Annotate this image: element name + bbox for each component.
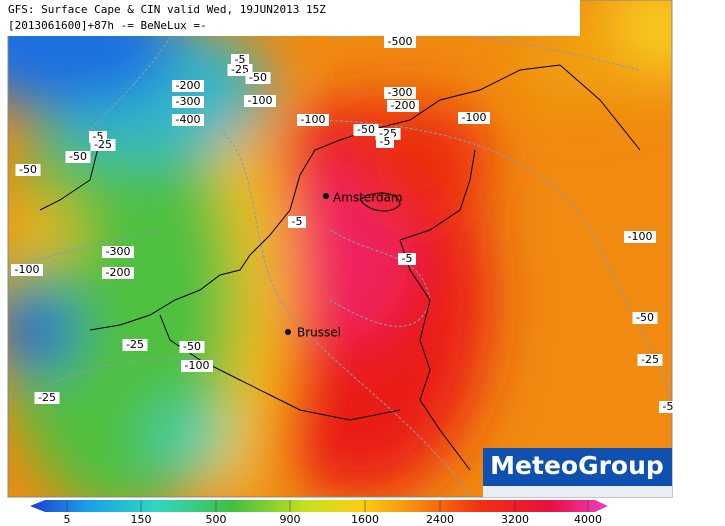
logo-stripe <box>483 486 672 497</box>
contour-label: -100 <box>628 230 653 243</box>
contour-label-box <box>34 392 60 404</box>
contour-label: -200 <box>106 266 131 279</box>
contour-label-box <box>65 151 91 163</box>
contour-label: -5 <box>292 215 303 228</box>
contour-label-box <box>376 136 394 148</box>
contour-label: -200 <box>391 99 416 112</box>
contour-label: -5 <box>402 252 413 265</box>
contour-label-box <box>387 100 419 112</box>
contour-label-box <box>90 139 116 151</box>
contour-label: -100 <box>301 113 326 126</box>
contour-label: -100 <box>185 359 210 372</box>
contour-label-box <box>172 96 204 108</box>
contour-label-box <box>102 267 134 279</box>
contour-label: -100 <box>462 111 487 124</box>
contour-label: -200 <box>176 79 201 92</box>
contour-label: -5 <box>93 130 104 143</box>
contour-label-box <box>632 312 658 324</box>
contour-label: -50 <box>636 311 654 324</box>
contour-label: -300 <box>388 86 413 99</box>
contour-label: -400 <box>176 113 201 126</box>
contour-label: -50 <box>69 150 87 163</box>
city-dot <box>323 193 329 199</box>
city-label: Brussel <box>297 326 341 340</box>
contour-label: -100 <box>15 263 40 276</box>
colorbar-tick-label: 4000 <box>574 513 602 526</box>
contour-label-box <box>458 112 490 124</box>
contour-label: -300 <box>176 95 201 108</box>
colorbar-tick-label: 5 <box>64 513 71 526</box>
contour-label-box <box>659 401 677 413</box>
contour-label: -25 <box>641 353 659 366</box>
city-dot <box>285 329 291 335</box>
contour-label-box <box>122 339 148 351</box>
contour-label: -50 <box>19 163 37 176</box>
contour-label: -5 <box>380 135 391 148</box>
header-box <box>0 0 580 36</box>
contour-label-box <box>384 36 416 48</box>
contour-label-box <box>297 114 329 126</box>
contour-label-box <box>384 87 416 99</box>
colorbar <box>30 500 608 512</box>
contour-label-box <box>179 341 205 353</box>
contour-label-box <box>245 72 271 84</box>
colorbar-tick-label: 500 <box>206 513 227 526</box>
contour-label: -25 <box>38 391 56 404</box>
contour-label: -25 <box>126 338 144 351</box>
header-line: [2013061600]+87h -= BeNeLux =- <box>8 19 207 32</box>
contour-label-box <box>244 95 276 107</box>
contour-label-box <box>15 164 41 176</box>
contour-label-box <box>181 360 213 372</box>
contour-label: -50 <box>183 340 201 353</box>
contour-label-box <box>102 246 134 258</box>
map-frame <box>7 0 673 498</box>
contour-label-box <box>637 354 663 366</box>
contour-label-box <box>288 216 306 228</box>
contour-label-box <box>624 231 656 243</box>
logo-text: MeteoGroup <box>490 451 664 480</box>
contour-label: -25 <box>94 138 112 151</box>
city-label: Amsterdam <box>333 191 403 205</box>
contour-label-box <box>398 253 416 265</box>
contour-label: -5 <box>235 53 246 66</box>
contour-label: -50 <box>249 71 267 84</box>
contour-label: -100 <box>248 94 273 107</box>
contour-label-box <box>172 80 204 92</box>
contour-label: -50 <box>357 123 375 136</box>
map <box>8 0 672 497</box>
contour-label: -25 <box>231 63 249 76</box>
contour-label: -300 <box>106 245 131 258</box>
contour-label: -500 <box>388 35 413 48</box>
colorbar-tick-label: 3200 <box>501 513 529 526</box>
colorbar-tick-label: 150 <box>131 513 152 526</box>
header-line: GFS: Surface Cape & CIN valid Wed, 19JUN… <box>8 3 326 16</box>
contour-label: -5 <box>663 400 674 413</box>
contour-label-box <box>231 54 249 66</box>
contour-label-box <box>172 114 204 126</box>
colorbar-tick-label: 2400 <box>426 513 454 526</box>
contour-label-box <box>353 124 379 136</box>
contour-label-box <box>11 264 43 276</box>
colorbar-tick-label: 900 <box>280 513 301 526</box>
colorbar-tick-label: 1600 <box>351 513 379 526</box>
